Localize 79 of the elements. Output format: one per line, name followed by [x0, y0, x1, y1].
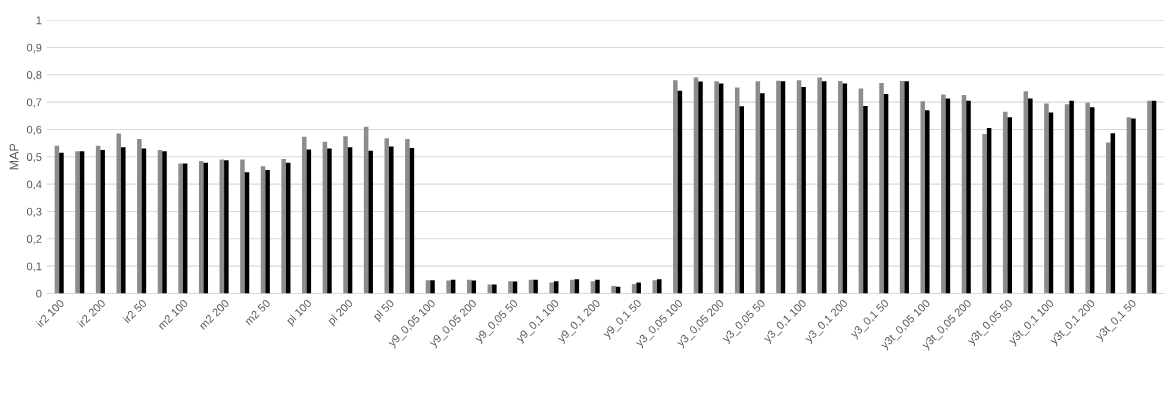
bar [570, 279, 575, 294]
bar [904, 81, 909, 294]
y-tick-label: 0,1 [26, 262, 42, 272]
bar [368, 150, 373, 294]
bar [941, 94, 946, 294]
y-tick-label: 0 [36, 289, 42, 298]
bar [59, 152, 64, 294]
x-tick-label: pl 200 [326, 298, 355, 327]
bar [879, 82, 884, 294]
bar [636, 282, 641, 294]
y-tick-label: 0,5 [26, 153, 42, 163]
bar [925, 110, 930, 294]
bar [1044, 103, 1049, 294]
bar [1106, 142, 1111, 294]
y-tick-label: 0,3 [26, 207, 42, 217]
bar [776, 80, 781, 294]
bar [739, 106, 745, 294]
bar [698, 81, 703, 294]
bar [1131, 118, 1136, 294]
bar [533, 279, 538, 294]
bar [327, 148, 332, 294]
bar [137, 139, 142, 294]
y-tick-label: 0,6 [26, 125, 42, 135]
bar [430, 280, 435, 294]
bar [982, 134, 987, 294]
bar [389, 146, 394, 294]
bar [611, 286, 616, 294]
bar [281, 158, 286, 294]
bar [920, 101, 926, 294]
bar [100, 149, 105, 294]
y-tick-label: 0,9 [26, 43, 42, 53]
bar [801, 87, 806, 294]
x-tick-label: pl 100 [285, 298, 314, 327]
bar [966, 100, 971, 294]
x-tick-label: ir2 100 [35, 298, 65, 328]
y-axis-title: MAP [9, 143, 19, 170]
bar [121, 147, 126, 294]
bar [652, 280, 658, 294]
bar [714, 81, 719, 294]
bar [302, 136, 307, 294]
bar [224, 160, 229, 294]
bar [240, 159, 245, 294]
bar [265, 169, 270, 294]
bar [508, 281, 513, 294]
bar [162, 151, 167, 294]
bar [1147, 100, 1152, 294]
bar [471, 280, 477, 294]
bar [405, 139, 410, 294]
bar [116, 133, 122, 294]
bar [1069, 100, 1074, 294]
x-tick-label: m2 100 [157, 298, 189, 330]
y-tick-label: 1 [36, 16, 42, 25]
bar [817, 77, 822, 294]
bar [1085, 102, 1090, 294]
bar [492, 284, 497, 294]
y-tick-label: 0,7 [26, 98, 42, 108]
bar [178, 163, 183, 294]
y-tick-label: 0,2 [26, 235, 42, 245]
x-tick-label: ir2 200 [76, 298, 106, 328]
bar [549, 282, 554, 294]
bar [595, 279, 600, 294]
x-tick-label: ir2 50 [122, 298, 148, 324]
bar [760, 93, 765, 294]
bar [446, 280, 451, 294]
bar [203, 162, 209, 294]
x-tick-label: pl 50 [372, 298, 397, 323]
y-tick-label: 0,8 [26, 71, 42, 81]
bar [838, 81, 843, 294]
bar [863, 105, 868, 294]
y-tick-label: 0,4 [26, 180, 42, 190]
bar [1007, 117, 1013, 294]
bar [384, 138, 390, 294]
bar [673, 80, 678, 294]
x-tick-label: m2 200 [198, 298, 230, 330]
bar [75, 151, 80, 294]
bar [657, 279, 662, 294]
bar [1028, 98, 1033, 294]
bar [343, 136, 348, 294]
x-tick-label: m2 50 [244, 298, 271, 326]
